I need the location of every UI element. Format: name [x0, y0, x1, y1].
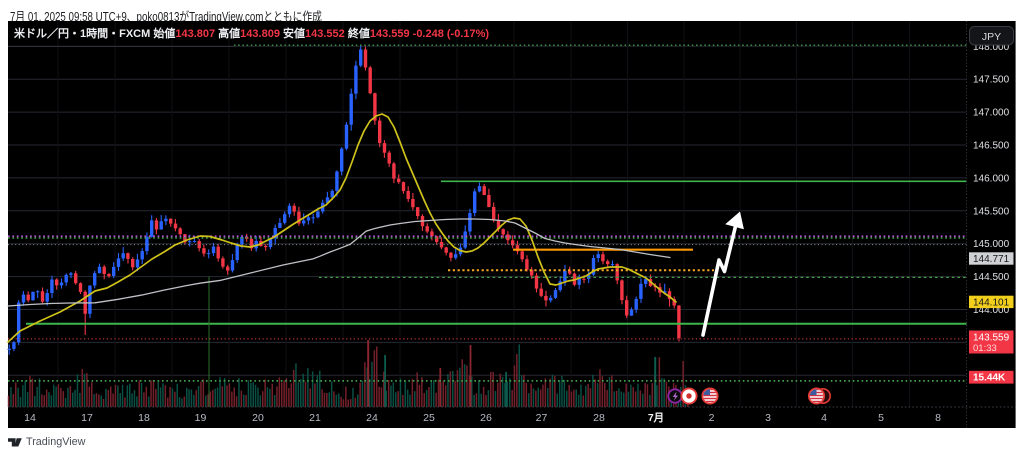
svg-text:145.500: 145.500 — [973, 206, 1010, 217]
svg-text:27: 27 — [536, 412, 548, 424]
svg-text:JPY: JPY — [982, 31, 1001, 43]
svg-text:17: 17 — [81, 412, 93, 424]
svg-text:144.101: 144.101 — [973, 297, 1010, 308]
svg-text:144.771: 144.771 — [973, 254, 1010, 265]
svg-text:18: 18 — [138, 412, 150, 424]
svg-text:19: 19 — [195, 412, 207, 424]
svg-text:144.000: 144.000 — [973, 305, 1010, 316]
svg-text:143.559: 143.559 — [973, 333, 1010, 344]
svg-text:01:33: 01:33 — [973, 343, 997, 354]
svg-text:148.000: 148.000 — [973, 42, 1010, 53]
svg-text:20: 20 — [252, 412, 264, 424]
svg-text:28: 28 — [593, 412, 605, 424]
svg-text:147.000: 147.000 — [973, 108, 1010, 119]
svg-text:146.500: 146.500 — [973, 141, 1010, 152]
svg-text:147.500: 147.500 — [973, 75, 1010, 86]
svg-text:144.500: 144.500 — [973, 272, 1010, 283]
svg-text:24: 24 — [366, 412, 378, 424]
svg-text:145.000: 145.000 — [973, 239, 1010, 250]
svg-text:3: 3 — [765, 412, 771, 424]
svg-text:8: 8 — [935, 412, 941, 424]
svg-text:5: 5 — [878, 412, 884, 424]
svg-text:2: 2 — [709, 412, 715, 424]
svg-text:7月: 7月 — [648, 412, 664, 424]
svg-text:米ドル／円・1時間・FXCM 始値143.807 高値143: 米ドル／円・1時間・FXCM 始値143.807 高値143.809 安値143… — [13, 26, 489, 40]
svg-text:4: 4 — [821, 412, 827, 424]
svg-text:26: 26 — [480, 412, 492, 424]
svg-text:25: 25 — [423, 412, 435, 424]
svg-text:21: 21 — [309, 412, 321, 424]
svg-text:146.000: 146.000 — [973, 173, 1010, 184]
svg-text:14: 14 — [24, 412, 36, 424]
svg-text:15.44K: 15.44K — [973, 373, 1006, 384]
